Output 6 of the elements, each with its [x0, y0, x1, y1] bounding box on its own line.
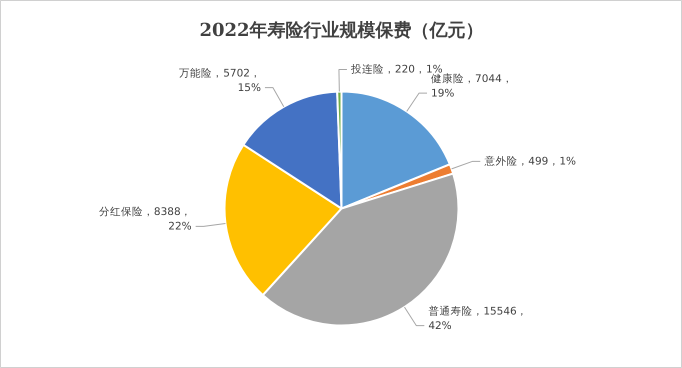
chart-title: 2022年寿险行业规模保费（亿元） — [199, 20, 484, 41]
slice-label: 分红保险，8388， 22% — [98, 206, 192, 233]
slice-label: 万能险，5702， 15% — [179, 66, 261, 94]
slice-label: 普通寿险，15546， 42% — [428, 304, 528, 332]
slice-label: 健康险，7044， 19% — [431, 72, 513, 100]
slice-label: 意外险，499，1% — [483, 154, 576, 168]
